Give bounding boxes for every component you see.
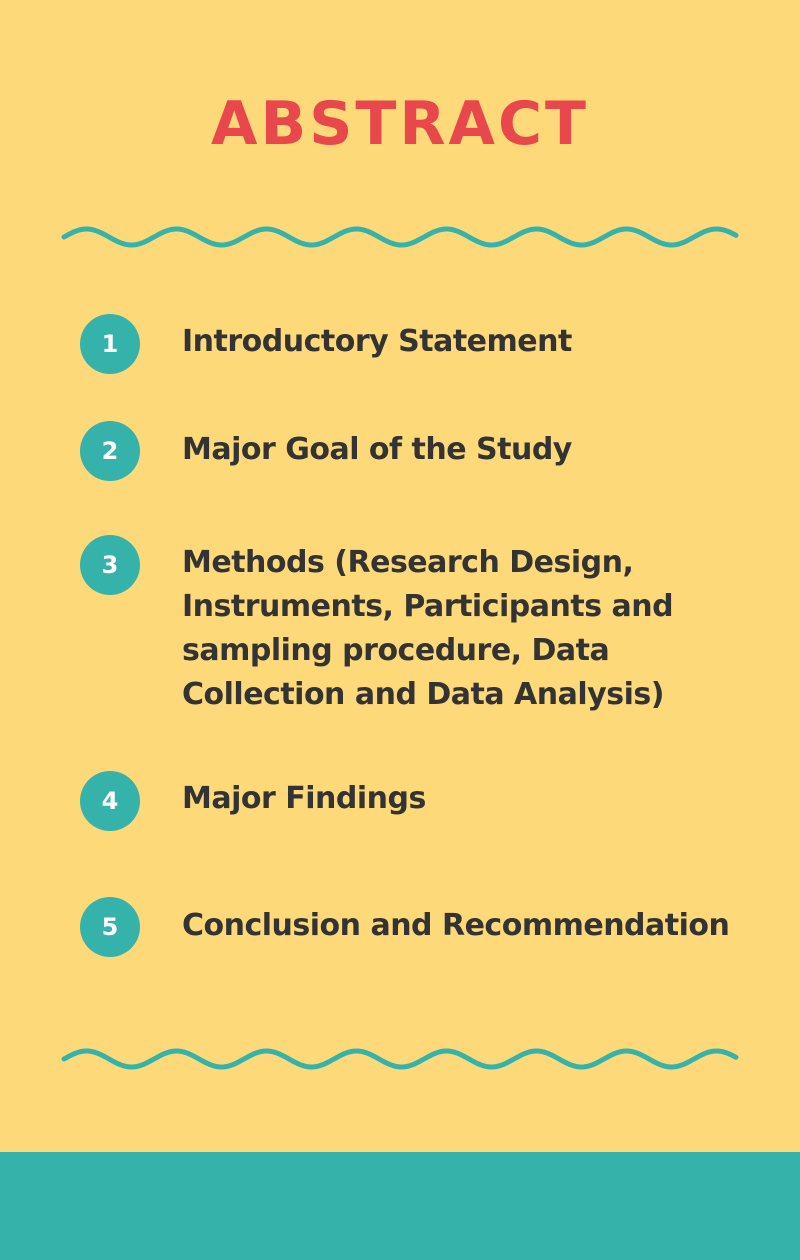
- number-badge: 5: [80, 897, 140, 957]
- list-item-label: Major Findings: [182, 781, 426, 816]
- wavy-divider-top-line: [61, 226, 739, 248]
- list-item-label: Conclusion and Recommendation: [182, 908, 730, 943]
- list-item-label: Methods (Research Design, Instruments, P…: [182, 545, 674, 712]
- list-item-label: Introductory Statement: [182, 324, 572, 359]
- number-badge: 4: [80, 771, 140, 831]
- wavy-divider-bottom-line: [61, 1048, 739, 1070]
- footer-band: [0, 1152, 800, 1260]
- page-title: ABSTRACT: [211, 89, 589, 159]
- list-item-label: Major Goal of the Study: [182, 432, 572, 467]
- number-badge: 1: [80, 314, 140, 374]
- wavy-divider-bottom: [61, 1048, 739, 1070]
- number-badge: 2: [80, 421, 140, 481]
- number-badge: 3: [80, 535, 140, 595]
- wavy-divider-top: [61, 226, 739, 248]
